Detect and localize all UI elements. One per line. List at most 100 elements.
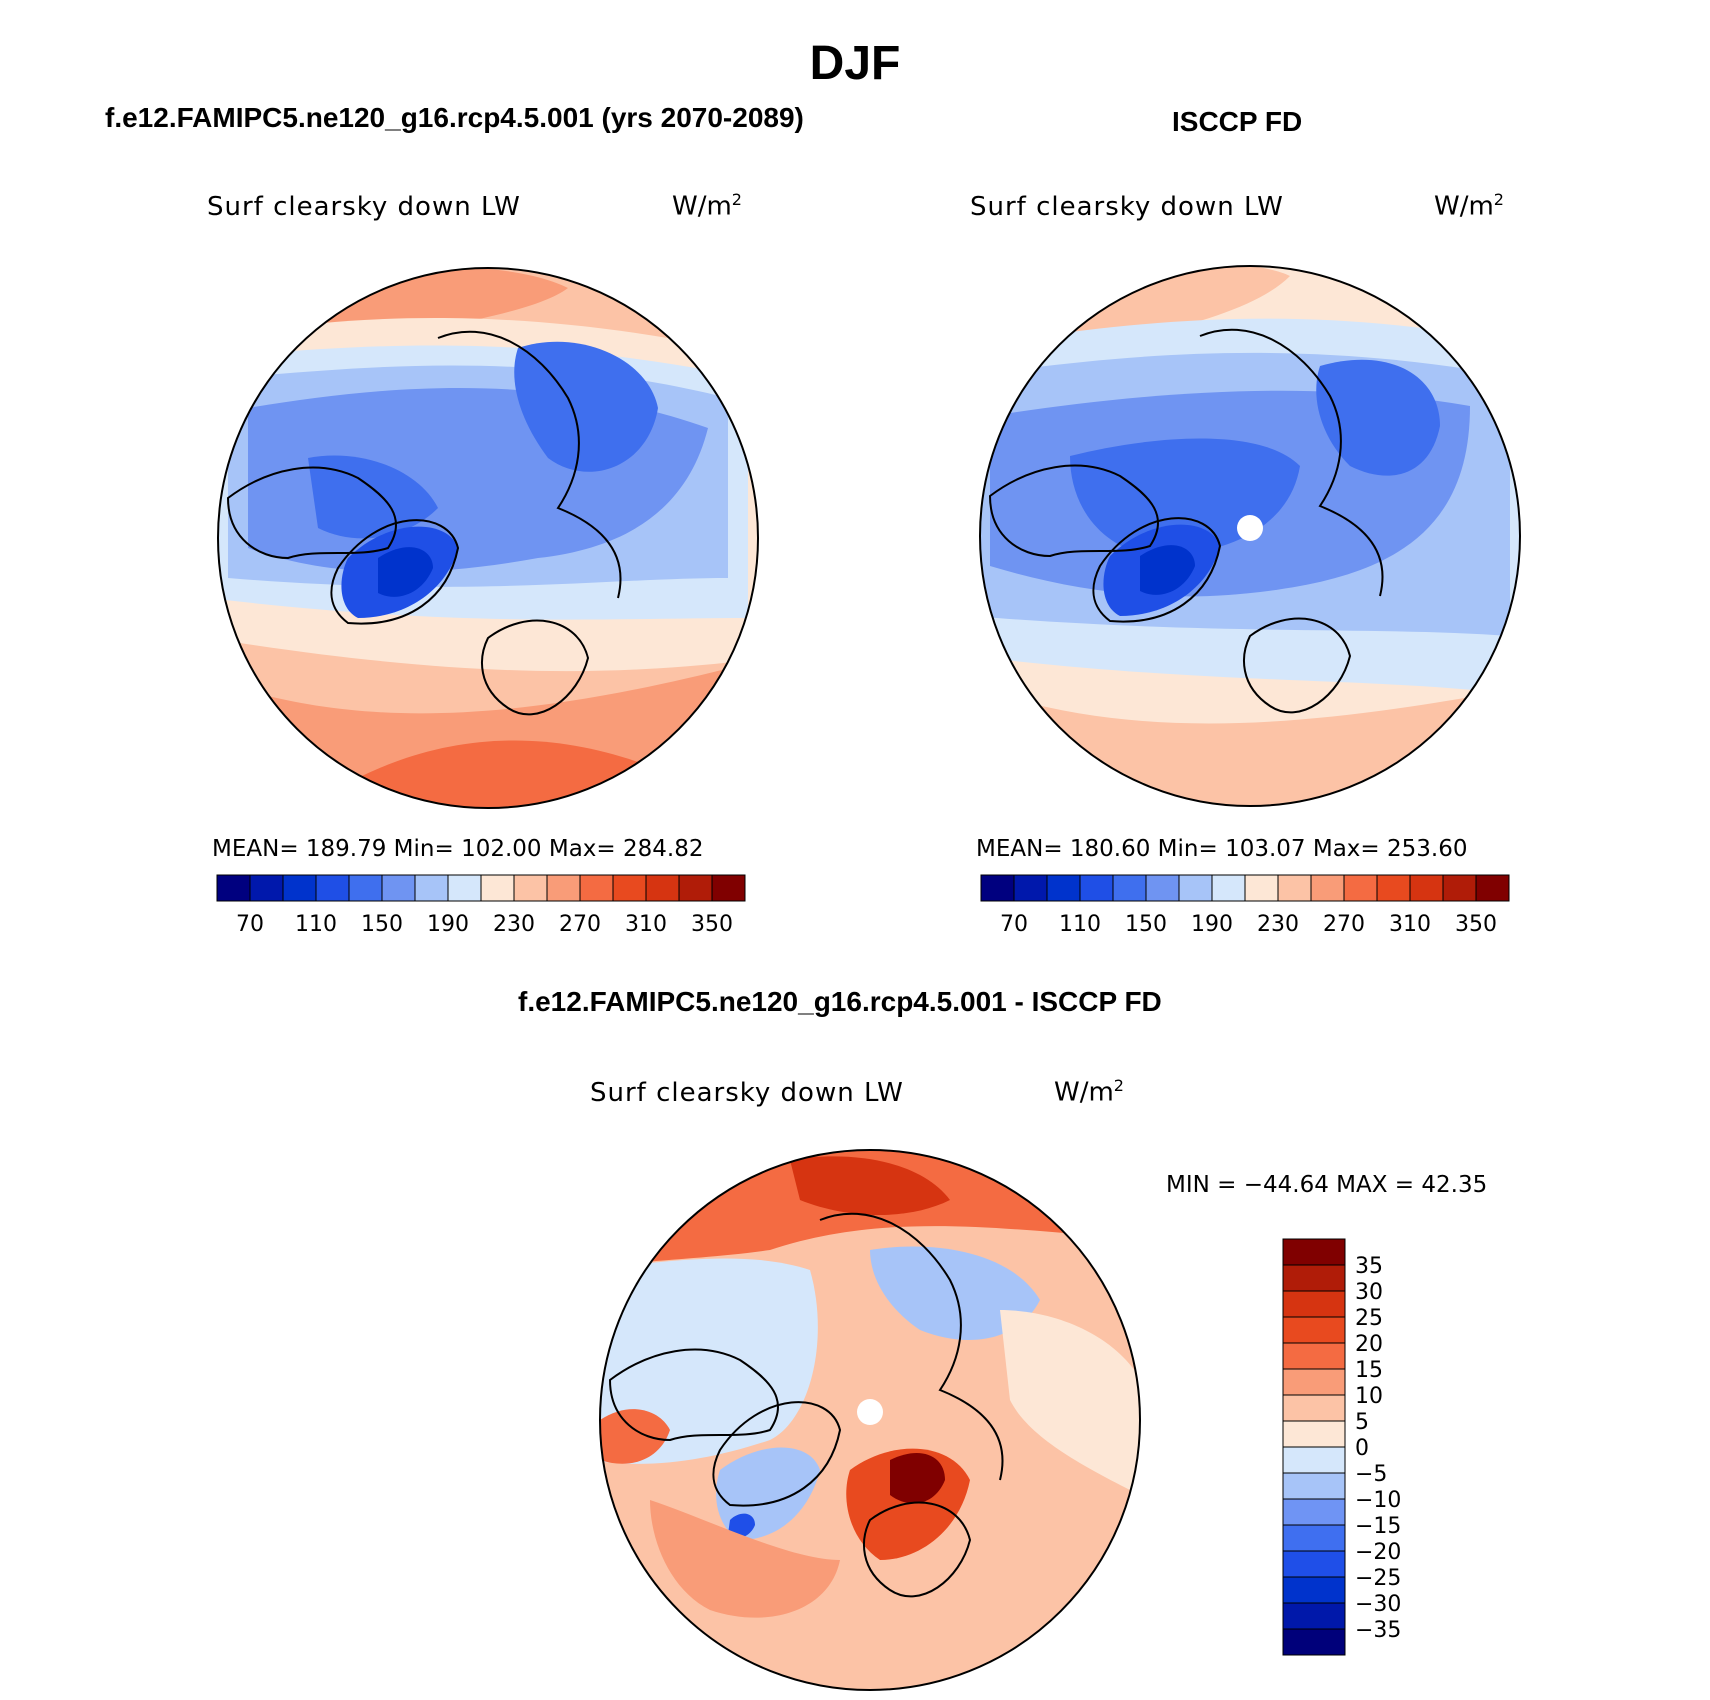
panel2-colorbar-tick-label: 150 xyxy=(1125,912,1167,937)
panel3-coast-europe xyxy=(863,1501,972,1598)
panel1-map-border xyxy=(217,267,759,809)
panel2-colorbar: 70 110 150 190 230 270 310 350 xyxy=(980,874,1510,937)
panel2-colorbar-box-1 xyxy=(1013,874,1048,902)
panel2-colorbar-tick-label: 270 xyxy=(1323,912,1365,937)
panel3-stats: MIN = −44.64 MAX = 42.35 xyxy=(1166,1172,1488,1198)
panel3-title: f.e12.FAMIPC5.ne120_g16.rcp4.5.001 - ISC… xyxy=(518,986,1162,1017)
panel1-colorbar-box-15 xyxy=(711,874,746,902)
panel2-colorbar-box-3 xyxy=(1079,874,1114,902)
panel3-colorbar-tick-label: −15 xyxy=(1355,1514,1401,1539)
panel3-colorbar-box-3 xyxy=(1282,1316,1346,1344)
panel3-field-canada-warm xyxy=(600,1409,670,1464)
panel3-colorbar-tick-label: 35 xyxy=(1355,1254,1383,1279)
panel1-colorbar: 70 110 150 190 230 270 310 350 xyxy=(216,874,746,937)
panel1-title: f.e12.FAMIPC5.ne120_g16.rcp4.5.001 (yrs … xyxy=(105,102,804,133)
panel1-map xyxy=(217,267,759,809)
panel2-colorbar-box-7 xyxy=(1211,874,1246,902)
panel2-coast-greenland xyxy=(1092,517,1222,623)
main-title: DJF xyxy=(809,37,901,90)
panel1-coast-siberia xyxy=(437,330,622,599)
panel1-coast-europe xyxy=(481,619,590,716)
panel1-colorbar-tick-label: 350 xyxy=(691,912,733,937)
panel1-colorbar-box-0 xyxy=(216,874,251,902)
panel2-colorbar-box-13 xyxy=(1409,874,1444,902)
panel1-colorbar-box-2 xyxy=(282,874,317,902)
panel2-title: ISCCP FD xyxy=(1172,106,1303,137)
panel3-colorbar-tick-label: 5 xyxy=(1355,1410,1369,1435)
panel1-colorbar-tick-label: 190 xyxy=(427,912,469,937)
panel2-colorbar-box-2 xyxy=(1046,874,1081,902)
panel3-colorbar-tick-label: −20 xyxy=(1355,1540,1401,1565)
panel1-field-zone-canada xyxy=(308,455,438,539)
panel2-units-base: W/m xyxy=(1434,191,1494,222)
panel3-colorbar-box-9 xyxy=(1282,1472,1346,1500)
panel1-stats: MEAN= 189.79 Min= 102.00 Max= 284.82 xyxy=(212,836,704,862)
panel3-colorbar-box-13 xyxy=(1282,1576,1346,1604)
panel1-colorbar-tick-label: 110 xyxy=(295,912,337,937)
panel2-colorbar-box-9 xyxy=(1277,874,1312,902)
panel3-colorbar-box-12 xyxy=(1282,1550,1346,1578)
panel2-colorbar-tick-label: 350 xyxy=(1455,912,1497,937)
panel2-colorbar-tick-label: 190 xyxy=(1191,912,1233,937)
panel3-colorbar-box-15 xyxy=(1282,1628,1346,1656)
panel3-colorbar-tick-label: 0 xyxy=(1355,1436,1369,1461)
panel1-colorbar-box-10 xyxy=(546,874,581,902)
panel2-map xyxy=(979,265,1521,807)
panel2-colorbar-tick-label: 110 xyxy=(1059,912,1101,937)
panel3-colorbar-box-6 xyxy=(1282,1394,1346,1422)
panel3-colorbar-tick-label: −35 xyxy=(1355,1618,1401,1643)
panel2-field-zone-atlantic xyxy=(1316,359,1440,476)
panel1-colorbar-box-12 xyxy=(612,874,647,902)
panel2-colorbar-tick-label: 70 xyxy=(1000,912,1028,937)
panel2-coast-siberia xyxy=(1199,328,1384,597)
panel3-colorbar-tick-label: 25 xyxy=(1355,1306,1383,1331)
panel2-stats: MEAN= 180.60 Min= 103.07 Max= 253.60 xyxy=(976,836,1468,862)
panel3-colorbar-box-1 xyxy=(1282,1264,1346,1292)
panel3-colorbar-box-10 xyxy=(1282,1498,1346,1526)
panel3-colorbar-box-0 xyxy=(1282,1238,1346,1266)
panel3-colorbar-tick-label: −5 xyxy=(1355,1462,1387,1487)
panel1-colorbar-box-4 xyxy=(348,874,383,902)
panel2-colorbar-box-12 xyxy=(1376,874,1411,902)
panel3-field-barents-hot xyxy=(890,1452,945,1504)
panel2-units: W/m2 xyxy=(1434,190,1504,222)
panel3-colorbar-box-14 xyxy=(1282,1602,1346,1630)
panel1-colorbar-box-5 xyxy=(381,874,416,902)
panel2-colorbar-box-5 xyxy=(1145,874,1180,902)
panel3-colorbar-tick-label: −25 xyxy=(1355,1566,1401,1591)
panel2-coast-canada xyxy=(988,464,1160,558)
panel3-colorbar-tick-label: 15 xyxy=(1355,1358,1383,1383)
panel1-coast-canada xyxy=(226,466,398,560)
panel3-colorbar-box-8 xyxy=(1282,1446,1346,1474)
panel3-units-exp: 2 xyxy=(1113,1076,1124,1095)
panel1-colorbar-box-3 xyxy=(315,874,350,902)
panel2-colorbar-tick-label: 230 xyxy=(1257,912,1299,937)
panel3-map xyxy=(599,1149,1141,1691)
panel1-colorbar-tick-label: 270 xyxy=(559,912,601,937)
panel1-units-exp: 2 xyxy=(731,190,742,209)
panel2-colorbar-box-8 xyxy=(1244,874,1279,902)
panel3-field-pacific-hot xyxy=(790,1156,950,1215)
panel1-colorbar-box-14 xyxy=(678,874,713,902)
panel1-field-label: Surf clearsky down LW xyxy=(207,192,521,222)
panel1-coast-greenland xyxy=(330,519,460,625)
panel3-units: W/m2 xyxy=(1054,1076,1124,1108)
panel1-colorbar-tick-label: 70 xyxy=(236,912,264,937)
panel3-colorbar-tick-label: −10 xyxy=(1355,1488,1401,1513)
panel3-colorbar-tick-label: 10 xyxy=(1355,1384,1383,1409)
panel3-colorbar-box-4 xyxy=(1282,1342,1346,1370)
panel1-colorbar-tick-label: 310 xyxy=(625,912,667,937)
panel2-colorbar-box-15 xyxy=(1475,874,1510,902)
panel2-field-zone-gl-core xyxy=(1140,545,1195,595)
panel3-colorbar-box-7 xyxy=(1282,1420,1346,1448)
panel1-units: W/m2 xyxy=(672,190,742,222)
panel3-colorbar-tick-label: −30 xyxy=(1355,1592,1401,1617)
panel3-missing-pole xyxy=(857,1399,883,1425)
panel2-missing-pole xyxy=(1237,515,1263,541)
panel1-colorbar-box-6 xyxy=(414,874,449,902)
panel1-colorbar-box-8 xyxy=(480,874,515,902)
panel3-field-atlantic-warm xyxy=(650,1500,840,1618)
panel2-map-border xyxy=(979,265,1521,807)
panel3-field-near-zero xyxy=(1000,1310,1140,1500)
